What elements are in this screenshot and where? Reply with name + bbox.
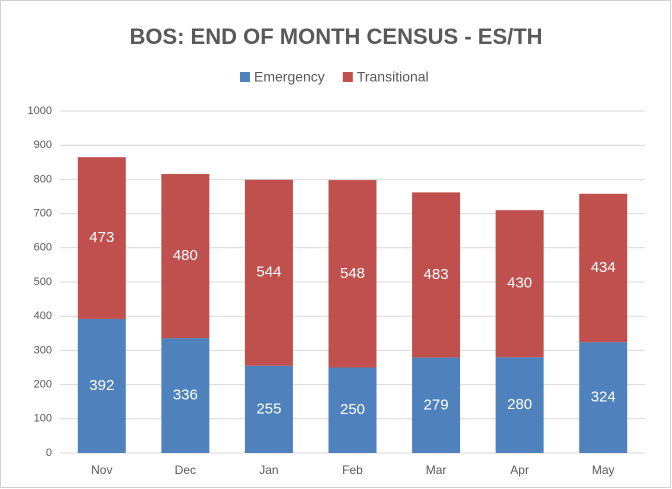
bar-segment — [161, 173, 210, 339]
y-tick-label: 1000 — [28, 105, 52, 117]
bar-segment — [579, 342, 628, 453]
y-tick-label: 600 — [34, 242, 52, 254]
y-tick-label: 100 — [34, 413, 52, 425]
y-tick-label: 700 — [34, 208, 52, 220]
y-tick-label: 0 — [46, 447, 52, 459]
x-tick-label: May — [592, 463, 615, 477]
data-label: 280 — [507, 396, 532, 413]
bar-segment — [495, 210, 544, 358]
data-label: 392 — [89, 377, 114, 394]
data-label: 279 — [424, 396, 449, 413]
data-label: 250 — [340, 401, 365, 418]
data-label: 483 — [424, 266, 449, 283]
data-label: 336 — [173, 387, 198, 404]
y-tick-label: 200 — [34, 379, 52, 391]
legend-swatch — [240, 72, 250, 82]
y-tick-label: 300 — [34, 344, 52, 356]
bar-segment — [77, 157, 126, 319]
bar-segment — [328, 367, 377, 453]
data-label: 473 — [89, 229, 114, 246]
y-tick-label: 400 — [34, 310, 52, 322]
data-label: 324 — [591, 389, 616, 406]
bar-segment — [328, 180, 377, 368]
x-tick-label: Apr — [510, 463, 529, 477]
x-tick-label: Jan — [259, 463, 278, 477]
x-tick-label: Nov — [91, 463, 112, 477]
legend-swatch — [342, 72, 353, 82]
data-label: 480 — [173, 247, 198, 264]
data-label: 544 — [256, 264, 281, 281]
bar-segment — [161, 338, 210, 453]
y-tick-label: 800 — [34, 173, 52, 185]
y-tick-label: 500 — [34, 276, 52, 288]
x-tick-label: Feb — [342, 463, 363, 477]
bar-segment — [412, 192, 461, 358]
x-tick-label: Dec — [175, 463, 196, 477]
bar-segment — [412, 357, 461, 453]
legend-label: Emergency — [254, 69, 325, 85]
x-tick-label: Mar — [426, 463, 447, 477]
bar-segment — [495, 357, 544, 453]
bar-segment — [579, 193, 628, 343]
data-label: 434 — [591, 259, 616, 276]
y-tick-label: 900 — [34, 139, 52, 151]
bar-segment — [77, 318, 126, 453]
legend-label: Transitional — [357, 69, 429, 85]
chart-title: BOS: END OF MONTH CENSUS - ES/TH — [129, 24, 542, 49]
data-label: 255 — [256, 400, 281, 417]
bar-segment — [244, 179, 293, 366]
data-label: 548 — [340, 265, 365, 282]
data-label: 430 — [507, 275, 532, 292]
bar-segment — [244, 365, 293, 453]
